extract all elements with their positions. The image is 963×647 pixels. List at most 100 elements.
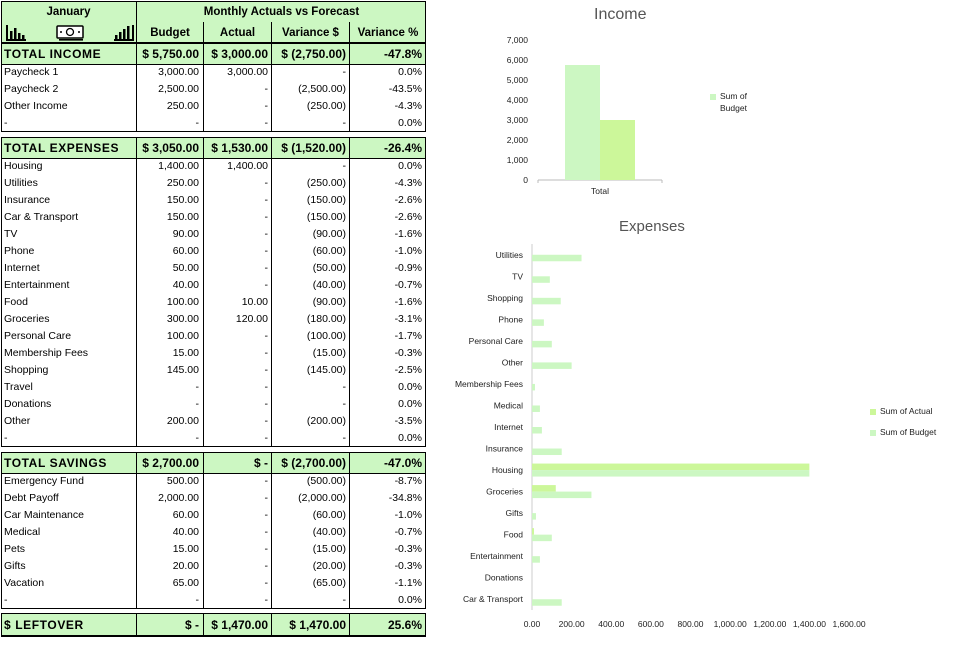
- expenses-row-variance-dollar[interactable]: (40.00): [272, 276, 350, 293]
- savings-row-label[interactable]: Medical: [1, 523, 137, 540]
- savings-row-label[interactable]: Gifts: [1, 557, 137, 574]
- expenses-row-variance-pct[interactable]: 0.0%: [398, 159, 422, 172]
- expenses-row-variance-dollar[interactable]: (180.00): [272, 310, 350, 327]
- income-row-variance-pct[interactable]: -43.5%: [388, 82, 422, 95]
- expenses-row-actual[interactable]: -: [204, 344, 272, 361]
- savings-row-budget[interactable]: 15.00: [137, 540, 204, 557]
- expenses-row-budget[interactable]: 90.00: [137, 225, 204, 242]
- savings-row-variance-pct[interactable]: -0.3%: [394, 542, 422, 555]
- total-income-budget[interactable]: $ 5,750.00: [137, 44, 204, 64]
- savings-row-variance-dollar[interactable]: (65.00): [272, 574, 350, 591]
- expenses-row-variance-dollar[interactable]: (60.00): [272, 242, 350, 259]
- savings-row-actual[interactable]: -: [204, 523, 272, 540]
- savings-row-budget[interactable]: -: [137, 591, 204, 608]
- total-expenses-label[interactable]: TOTAL EXPENSES: [1, 138, 137, 158]
- month-cell[interactable]: January: [1, 1, 137, 22]
- expenses-row-variance-pct[interactable]: 0.0%: [398, 380, 422, 393]
- savings-row-variance-pct[interactable]: -8.7%: [394, 474, 422, 487]
- income-row-variance-pct[interactable]: -4.3%: [394, 99, 422, 112]
- savings-row-budget[interactable]: 65.00: [137, 574, 204, 591]
- expenses-row-label[interactable]: Housing: [1, 157, 137, 174]
- expenses-row-label[interactable]: Utilities: [1, 174, 137, 191]
- expenses-row-actual[interactable]: 120.00: [204, 310, 272, 327]
- total-savings-label[interactable]: TOTAL SAVINGS: [1, 453, 137, 473]
- savings-row-variance-dollar[interactable]: -: [272, 591, 350, 608]
- total-savings-variance-dollar[interactable]: $ (2,700.00): [272, 453, 350, 473]
- expenses-row-budget[interactable]: 200.00: [137, 412, 204, 429]
- savings-row-actual[interactable]: -: [204, 557, 272, 574]
- expenses-row-variance-dollar[interactable]: (100.00): [272, 327, 350, 344]
- income-row-actual[interactable]: -: [204, 97, 272, 114]
- expenses-row-budget[interactable]: 50.00: [137, 259, 204, 276]
- savings-row-actual[interactable]: -: [204, 472, 272, 489]
- expenses-row-label[interactable]: Other: [1, 412, 137, 429]
- expenses-row-variance-pct[interactable]: 0.0%: [398, 431, 422, 444]
- income-row-variance-dollar[interactable]: (250.00): [272, 97, 350, 114]
- expenses-row-variance-pct[interactable]: -2.5%: [394, 363, 422, 376]
- savings-row-variance-dollar[interactable]: (60.00): [272, 506, 350, 523]
- income-row-variance-dollar[interactable]: -: [272, 63, 350, 80]
- expenses-row-variance-dollar[interactable]: -: [272, 429, 350, 446]
- savings-row-label[interactable]: Car Maintenance: [1, 506, 137, 523]
- expenses-row-variance-dollar[interactable]: (90.00): [272, 225, 350, 242]
- expenses-row-actual[interactable]: -: [204, 412, 272, 429]
- expenses-row-budget[interactable]: 100.00: [137, 293, 204, 310]
- total-expenses-budget[interactable]: $ 3,050.00: [137, 138, 204, 158]
- income-row-variance-pct[interactable]: 0.0%: [398, 116, 422, 129]
- expenses-row-variance-pct[interactable]: -1.6%: [394, 227, 422, 240]
- expenses-row-budget[interactable]: 15.00: [137, 344, 204, 361]
- savings-row-label[interactable]: -: [1, 591, 137, 608]
- expenses-row-variance-dollar[interactable]: (15.00): [272, 344, 350, 361]
- expenses-row-variance-pct[interactable]: -2.6%: [394, 193, 422, 206]
- savings-row-budget[interactable]: 500.00: [137, 472, 204, 489]
- expenses-row-label[interactable]: -: [1, 429, 137, 446]
- income-row-label[interactable]: Paycheck 1: [1, 63, 137, 80]
- savings-row-variance-dollar[interactable]: (2,000.00): [272, 489, 350, 506]
- expenses-row-variance-pct[interactable]: -0.7%: [394, 278, 422, 291]
- expenses-row-budget[interactable]: -: [137, 395, 204, 412]
- expenses-row-actual[interactable]: -: [204, 174, 272, 191]
- savings-row-label[interactable]: Emergency Fund: [1, 472, 137, 489]
- savings-row-variance-dollar[interactable]: (15.00): [272, 540, 350, 557]
- expenses-row-label[interactable]: Personal Care: [1, 327, 137, 344]
- expenses-row-actual[interactable]: 10.00: [204, 293, 272, 310]
- expenses-row-budget[interactable]: 250.00: [137, 174, 204, 191]
- expenses-row-actual[interactable]: -: [204, 429, 272, 446]
- expenses-row-label[interactable]: Membership Fees: [1, 344, 137, 361]
- total-expenses-actual[interactable]: $ 1,530.00: [204, 138, 272, 158]
- expenses-row-label[interactable]: Entertainment: [1, 276, 137, 293]
- expenses-row-label[interactable]: Phone: [1, 242, 137, 259]
- expenses-row-label[interactable]: Shopping: [1, 361, 137, 378]
- expenses-row-actual[interactable]: -: [204, 361, 272, 378]
- savings-row-actual[interactable]: -: [204, 574, 272, 591]
- expenses-row-variance-pct[interactable]: -3.1%: [394, 312, 422, 325]
- expenses-row-variance-pct[interactable]: 0.0%: [398, 397, 422, 410]
- expenses-row-label[interactable]: Groceries: [1, 310, 137, 327]
- total-savings-variance-pct[interactable]: -47.0%: [383, 456, 422, 470]
- savings-row-variance-dollar[interactable]: (500.00): [272, 472, 350, 489]
- expenses-row-variance-dollar[interactable]: (90.00): [272, 293, 350, 310]
- total-expenses-variance-pct[interactable]: -26.4%: [383, 141, 422, 155]
- savings-row-variance-pct[interactable]: -34.8%: [388, 491, 422, 504]
- income-row-actual[interactable]: 3,000.00: [204, 63, 272, 80]
- savings-row-label[interactable]: Vacation: [1, 574, 137, 591]
- savings-row-budget[interactable]: 40.00: [137, 523, 204, 540]
- savings-row-variance-pct[interactable]: -1.1%: [394, 576, 422, 589]
- expenses-row-budget[interactable]: 150.00: [137, 208, 204, 225]
- income-row-budget[interactable]: 3,000.00: [137, 63, 204, 80]
- expenses-row-label[interactable]: Car & Transport: [1, 208, 137, 225]
- expenses-chart[interactable]: Utilities TV Shopping Phone Personal Care Oth…: [440, 240, 870, 635]
- income-row-budget[interactable]: 250.00: [137, 97, 204, 114]
- expenses-row-variance-pct[interactable]: -1.6%: [394, 295, 422, 308]
- expenses-row-label[interactable]: Donations: [1, 395, 137, 412]
- savings-row-actual[interactable]: -: [204, 540, 272, 557]
- expenses-row-actual[interactable]: -: [204, 259, 272, 276]
- expenses-row-budget[interactable]: 300.00: [137, 310, 204, 327]
- expenses-row-budget[interactable]: 40.00: [137, 276, 204, 293]
- income-chart[interactable]: 7,000 6,000 5,000 4,000 3,000 2,000 1,000 0 Tota…: [490, 28, 690, 203]
- expenses-row-variance-dollar[interactable]: (150.00): [272, 191, 350, 208]
- expenses-row-variance-pct[interactable]: -0.9%: [394, 261, 422, 274]
- income-row-actual[interactable]: -: [204, 80, 272, 97]
- income-row-budget[interactable]: 2,500.00: [137, 80, 204, 97]
- expenses-row-variance-pct[interactable]: -1.0%: [394, 244, 422, 257]
